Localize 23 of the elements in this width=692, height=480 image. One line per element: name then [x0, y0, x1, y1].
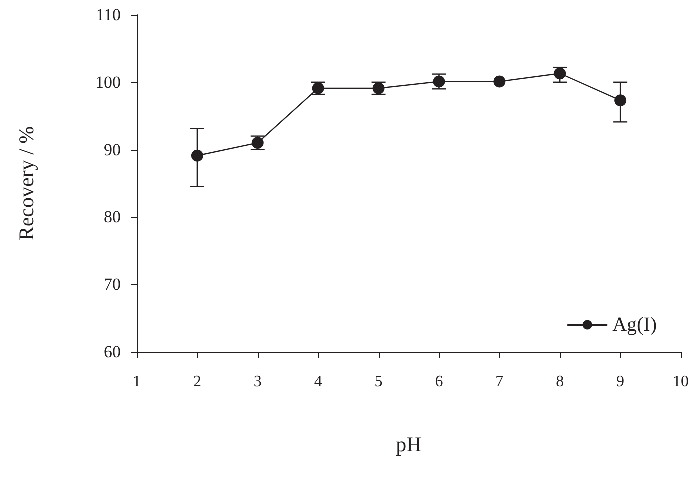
- x-tick-label: 2: [193, 374, 202, 390]
- y-tick-label: 60: [104, 342, 121, 362]
- x-tick-label: 5: [374, 374, 383, 390]
- y-axis-title: Recovery / %: [14, 126, 38, 241]
- point: [494, 76, 506, 88]
- point: [554, 68, 566, 80]
- x-tick-label: 9: [616, 374, 625, 390]
- x-tick-label: 4: [314, 374, 322, 390]
- x-tick-label: 7: [496, 374, 504, 390]
- y-tick-label: 100: [96, 72, 121, 92]
- y-tick-label: 70: [104, 275, 121, 294]
- legend-label: Ag(I): [612, 314, 658, 336]
- point: [614, 94, 627, 107]
- x-axis-title: pH: [396, 432, 422, 456]
- y-tick-label: 80: [104, 208, 121, 227]
- point: [191, 150, 204, 162]
- x-tick-label: 3: [254, 374, 262, 390]
- x-tick-label: 10: [673, 374, 689, 390]
- x-tick-label: 6: [435, 374, 444, 390]
- x-tick-label: 8: [556, 374, 564, 390]
- y-tick-label: 110: [96, 6, 121, 24]
- y-tick-label: 90: [104, 140, 121, 160]
- x-tick-label: 1: [133, 374, 141, 390]
